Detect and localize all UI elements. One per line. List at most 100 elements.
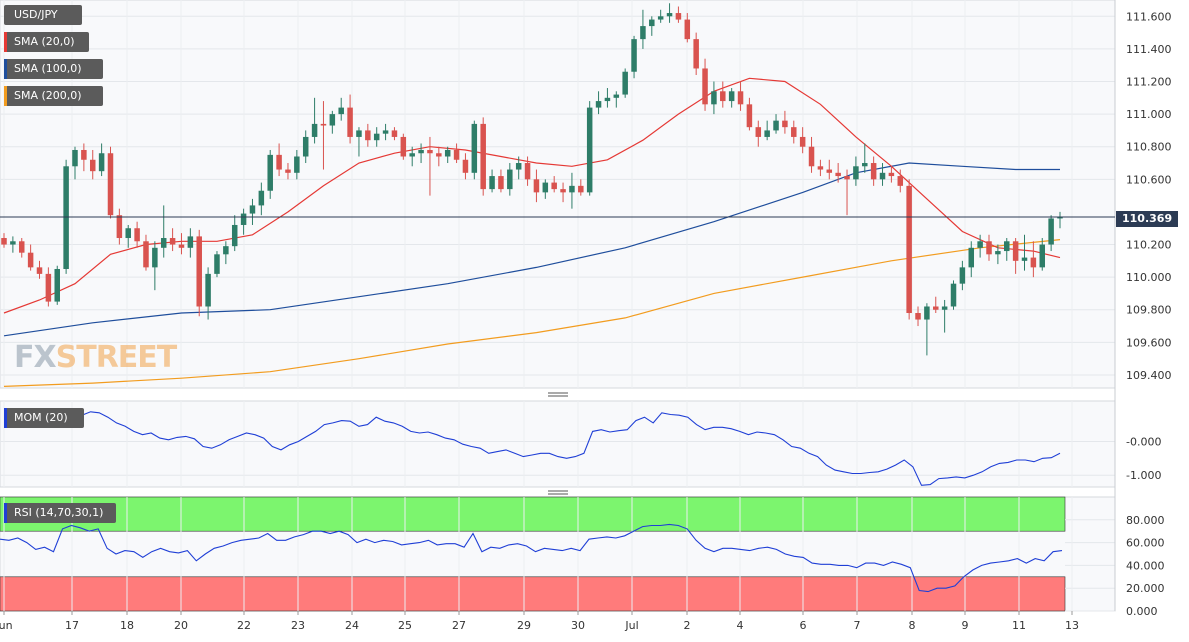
candle-body xyxy=(81,149,87,160)
x-tick-label: 24 xyxy=(345,619,359,632)
candle-body xyxy=(134,228,140,242)
candle-body xyxy=(160,238,167,248)
candle-body xyxy=(471,123,478,173)
candle-body xyxy=(294,156,300,173)
candle-body xyxy=(285,169,291,173)
rsi-tick-label: 60.000 xyxy=(1126,537,1165,550)
x-tick-label: 13 xyxy=(1065,619,1079,632)
legend-sma100-label: SMA (100,0) xyxy=(14,62,82,75)
candle-body xyxy=(196,236,202,307)
candle-body xyxy=(311,123,318,137)
candle-body xyxy=(613,94,620,98)
x-tick-label: 7 xyxy=(854,619,861,632)
rsi-line xyxy=(0,523,1063,593)
candle-body xyxy=(365,130,371,141)
mom-swatch xyxy=(4,408,7,428)
candle-body xyxy=(879,172,886,180)
mom-line xyxy=(3,411,1061,486)
candle-body xyxy=(862,163,868,167)
rsi-tick-label: 0.000 xyxy=(1126,605,1158,618)
candle-body xyxy=(498,176,504,190)
price-tick-label: 111.600 xyxy=(1126,10,1172,23)
candle-body xyxy=(152,247,158,268)
candle-body xyxy=(853,166,859,180)
legend-sma200[interactable]: SMA (200,0) xyxy=(4,86,103,106)
x-tick-label: 2 xyxy=(684,619,691,632)
candle-body xyxy=(782,120,788,128)
candle-body xyxy=(400,136,407,157)
x-tick-label: 20 xyxy=(174,619,188,632)
candle-body xyxy=(329,114,336,126)
candle-body xyxy=(143,241,149,268)
candle-body xyxy=(382,130,389,134)
candle-body xyxy=(649,19,655,27)
sma100-line xyxy=(3,162,1060,337)
candle-body xyxy=(18,241,25,253)
candle-body xyxy=(755,127,762,137)
candle-body xyxy=(444,149,451,157)
candle-body xyxy=(702,68,708,105)
candle-body xyxy=(489,176,495,190)
candle-body xyxy=(888,172,895,177)
candle-body xyxy=(453,149,460,160)
legend-rsi[interactable]: RSI (14,70,30,1) xyxy=(4,503,116,523)
legend-sma20-label: SMA (20,0) xyxy=(14,35,75,48)
candle-body xyxy=(675,13,682,20)
price-tick-label: 110.200 xyxy=(1126,239,1172,252)
x-tick-label: 6 xyxy=(800,619,807,632)
candle-body xyxy=(835,172,841,177)
candle-body xyxy=(950,283,957,307)
legend-sma100[interactable]: SMA (100,0) xyxy=(4,59,103,79)
candle-body xyxy=(462,159,469,173)
legend-sma20[interactable]: SMA (20,0) xyxy=(4,32,89,52)
candle-body xyxy=(773,120,779,131)
x-tick-label: 29 xyxy=(517,619,531,632)
candle-body xyxy=(1057,216,1063,219)
x-tick-label: 23 xyxy=(291,619,305,632)
candle-body xyxy=(249,205,256,214)
candle-body xyxy=(728,91,735,102)
x-tick-label: 25 xyxy=(398,619,412,632)
candle-body xyxy=(267,154,273,191)
candle-body xyxy=(72,149,78,167)
candle-body xyxy=(125,228,131,239)
candle-body xyxy=(897,176,904,186)
candle-body xyxy=(693,39,699,69)
candle-body xyxy=(604,97,611,102)
legend-mom[interactable]: MOM (20) xyxy=(4,408,84,428)
candle-body xyxy=(870,163,877,180)
candle-body xyxy=(915,313,921,320)
price-tick-label: 111.200 xyxy=(1126,76,1172,89)
candle-body xyxy=(746,104,753,128)
candle-body xyxy=(36,267,43,274)
rsi-swatch xyxy=(4,503,7,523)
candle-body xyxy=(720,91,726,102)
candle-body xyxy=(320,123,327,126)
candle-body xyxy=(54,268,60,302)
rsi-tick-label: 40.000 xyxy=(1126,559,1165,572)
candle-body xyxy=(737,91,744,105)
candle-body xyxy=(98,153,105,172)
candle-body xyxy=(941,306,948,310)
candle-body xyxy=(995,251,1001,255)
price-tick-label: 109.400 xyxy=(1126,369,1172,382)
legend-usdjpy[interactable]: USD/JPY xyxy=(4,5,82,25)
candle-body xyxy=(356,130,362,137)
candle-body xyxy=(45,273,52,302)
mom-panel-bg xyxy=(0,400,1116,488)
candle-body xyxy=(657,16,664,20)
candle-body xyxy=(560,189,566,193)
price-tick-label: 110.800 xyxy=(1126,141,1172,154)
candle-body xyxy=(427,149,433,154)
candle-body xyxy=(640,26,646,40)
candle-body xyxy=(89,159,96,172)
x-tick-label: Jun xyxy=(0,619,13,632)
candle-body xyxy=(684,19,691,40)
candle-body xyxy=(551,182,557,190)
candle-body xyxy=(631,39,637,72)
sma200-swatch xyxy=(4,86,7,106)
candle-body xyxy=(27,252,34,268)
candle-body xyxy=(569,185,575,193)
